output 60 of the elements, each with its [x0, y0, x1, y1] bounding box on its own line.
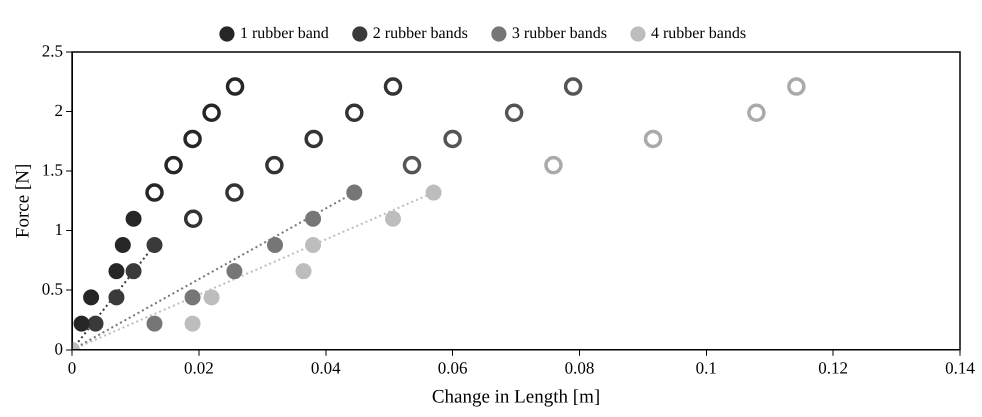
point — [88, 316, 104, 332]
point — [108, 263, 124, 280]
legend-label: 4 rubber bands — [650, 25, 746, 42]
point — [747, 104, 766, 122]
x-tick-label: 0.1 — [696, 358, 717, 378]
point — [184, 289, 201, 306]
point — [108, 289, 124, 306]
point — [644, 130, 662, 148]
point — [443, 130, 462, 148]
x-tick-label: 0 — [68, 358, 76, 378]
point — [184, 316, 201, 332]
point — [225, 183, 244, 202]
point — [126, 210, 142, 227]
y-tick-label: 2 — [54, 101, 64, 120]
x-tick-label: 0.06 — [438, 358, 468, 378]
point — [74, 316, 90, 332]
point — [184, 210, 202, 228]
y-tick-label: 1.5 — [42, 160, 64, 180]
y-tick-label: 1 — [54, 220, 64, 240]
point — [183, 130, 202, 148]
y-axis-title: Force [N] — [12, 164, 34, 238]
point — [226, 77, 244, 96]
point — [83, 289, 100, 306]
y-tick-label: 0 — [54, 339, 64, 358]
point — [164, 156, 183, 174]
point — [146, 316, 163, 332]
point — [504, 104, 524, 122]
point — [126, 263, 142, 280]
point — [267, 236, 284, 253]
point — [426, 184, 442, 201]
point — [202, 104, 221, 122]
point — [305, 236, 322, 253]
point — [384, 210, 401, 227]
point — [114, 236, 131, 253]
legend-label: 1 rubber band — [240, 25, 329, 42]
point — [226, 263, 242, 280]
point — [346, 184, 362, 201]
point — [544, 156, 563, 174]
y-tick-label: 0.5 — [42, 280, 64, 299]
point — [305, 210, 322, 227]
point — [304, 130, 323, 148]
point — [345, 104, 364, 122]
x-tick-label: 0.04 — [310, 358, 342, 378]
x-tick-label: 0.14 — [945, 358, 976, 378]
x-tick-label: 0.08 — [564, 358, 594, 378]
point — [145, 183, 164, 202]
point — [384, 77, 402, 96]
x-tick-label: 0.02 — [184, 358, 214, 378]
point — [564, 77, 582, 96]
point — [265, 156, 284, 174]
x-tick-label: 0.12 — [818, 358, 848, 378]
point — [402, 156, 422, 174]
point — [296, 263, 312, 280]
y-tick-label: 2.5 — [42, 41, 64, 60]
legend-label: 2 rubber bands — [372, 25, 468, 42]
x-axis-title: Change in Length [m] — [432, 386, 600, 408]
legend-label: 3 rubber bands — [512, 25, 607, 42]
point — [146, 236, 163, 253]
point — [204, 289, 220, 306]
point — [787, 77, 806, 96]
